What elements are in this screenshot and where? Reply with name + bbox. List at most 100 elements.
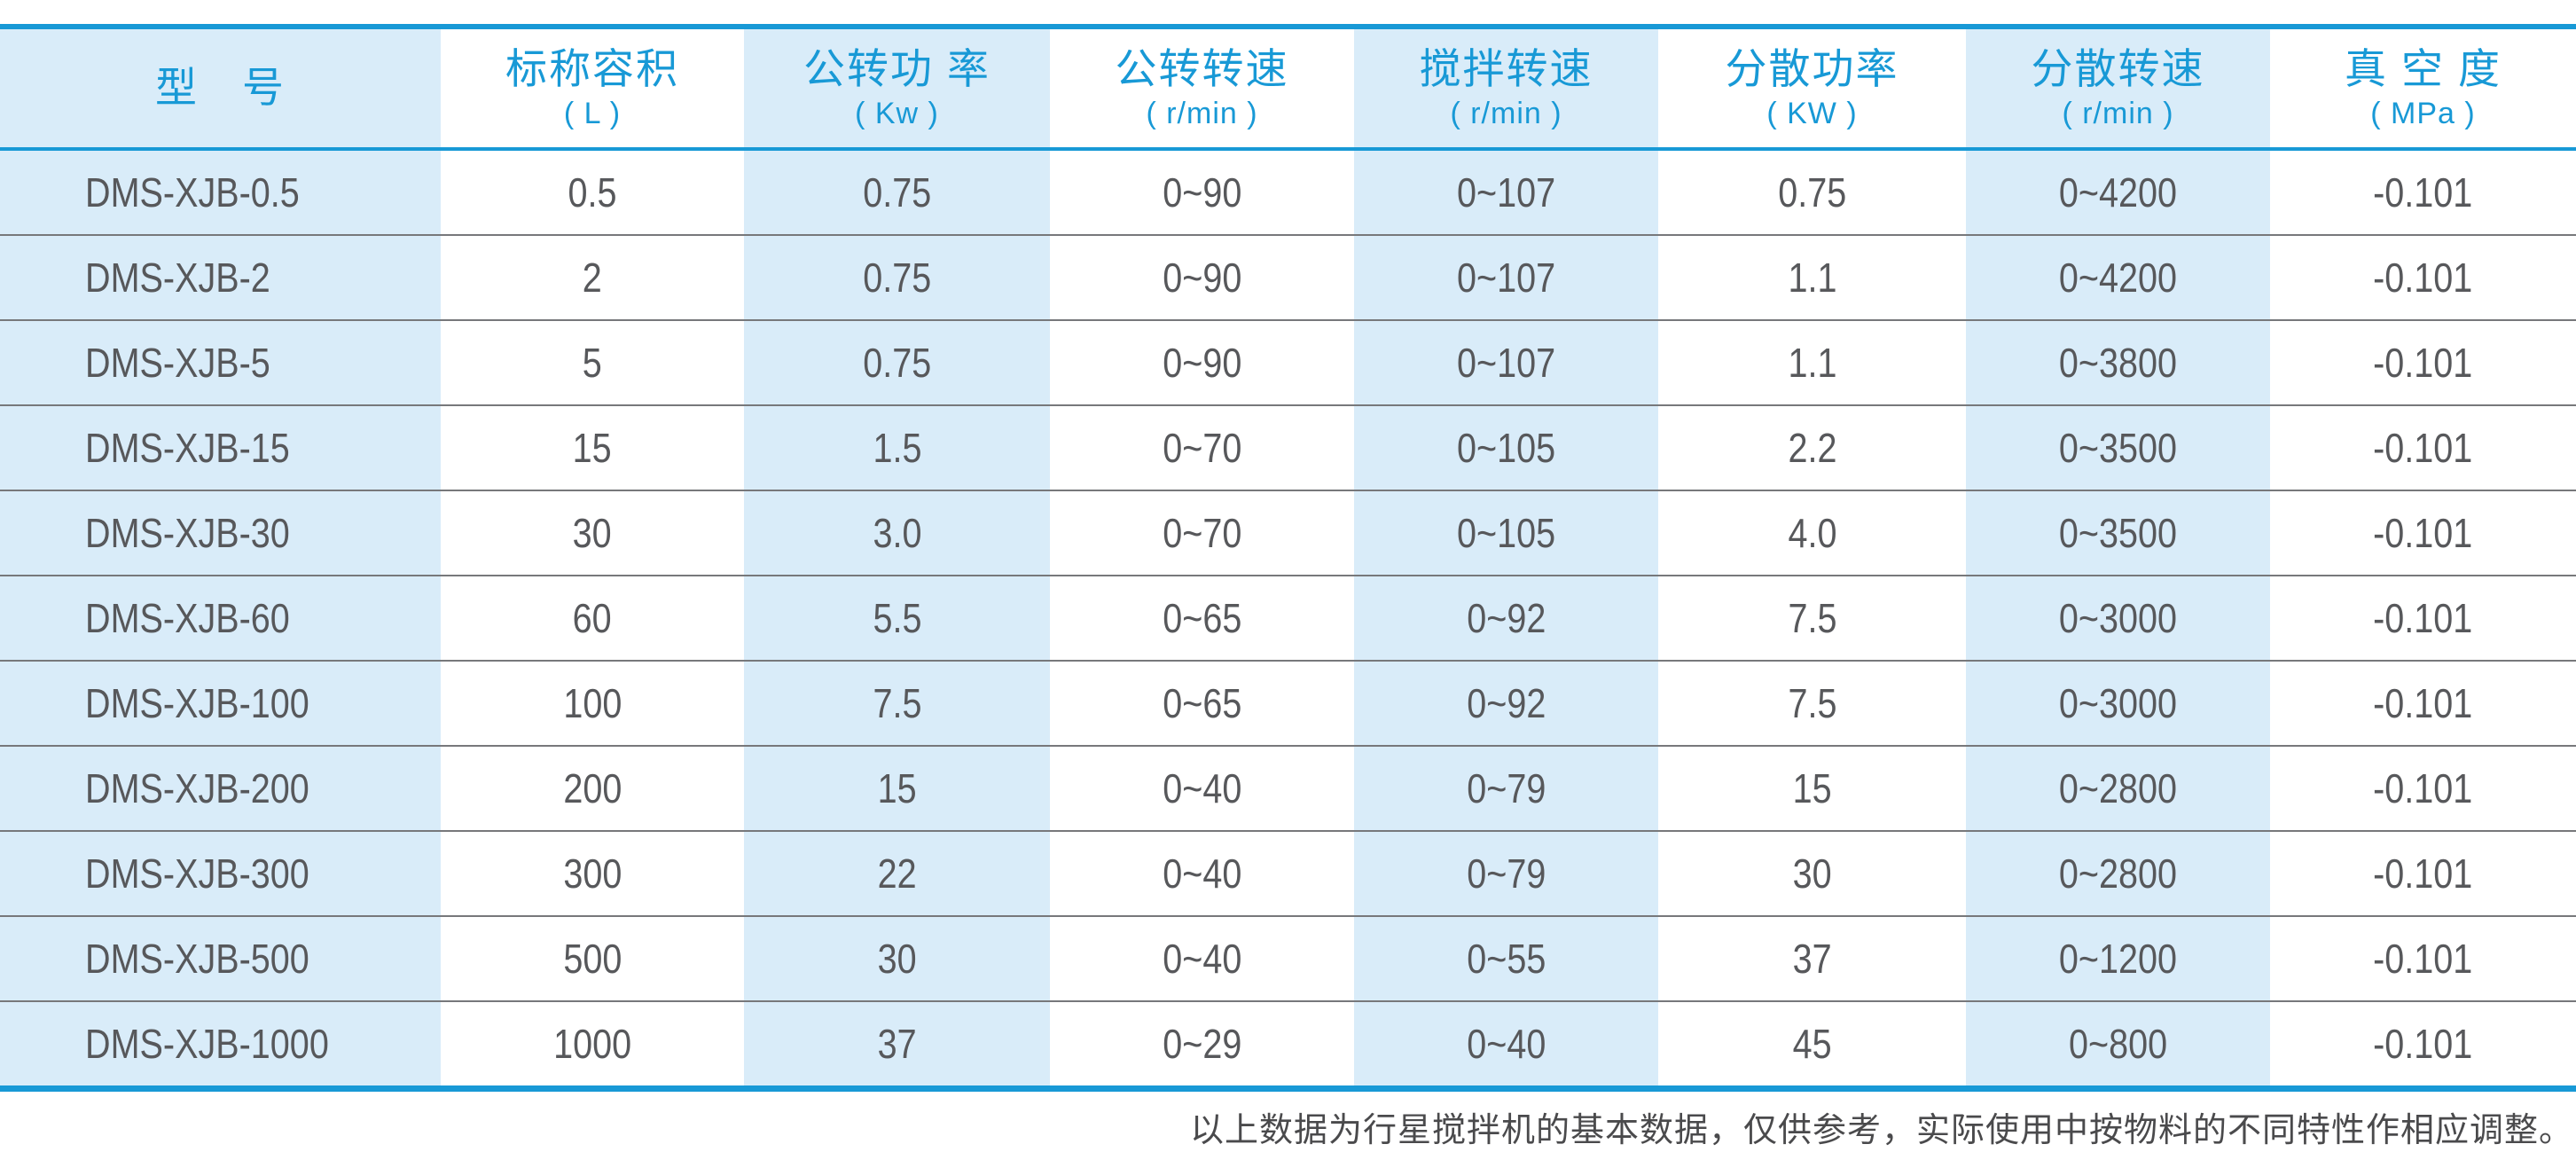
value-cell: 0~90 (1050, 234, 1354, 320)
model-cell: DMS-XJB-100 (0, 660, 441, 746)
cell-text: 30 (572, 510, 612, 556)
column-unit: ( r/min ) (2062, 97, 2174, 131)
value-cell: -0.101 (2270, 319, 2576, 405)
table-row-DMS-XJB-30: DMS-XJB-30 30 3.0 0~70 0~105 4.0 0~3500 -0.101 (0, 490, 2576, 576)
model-cell: DMS-XJB-1000 (0, 1000, 441, 1089)
cell-text: 0~92 (1466, 680, 1546, 726)
cell-text: DMS-XJB-200 (85, 765, 309, 811)
column-title: 真 空 度 (2344, 44, 2502, 92)
cell-text: 0~79 (1466, 850, 1546, 897)
model-cell: DMS-XJB-5 (0, 319, 441, 405)
value-cell: 300 (441, 830, 744, 916)
cell-text: 0~3500 (2058, 510, 2178, 556)
cell-text: DMS-XJB-2 (85, 255, 270, 301)
cell-text: 2 (582, 255, 603, 301)
value-cell: 1000 (441, 1000, 744, 1089)
table-row-DMS-XJB-60: DMS-XJB-60 60 5.5 0~65 0~92 7.5 0~3000 -0.101 (0, 575, 2576, 661)
table-row-DMS-XJB-500: DMS-XJB-500 500 30 0~40 0~55 37 0~1200 -0.101 (0, 915, 2576, 1001)
cell-text: DMS-XJB-500 (85, 936, 309, 982)
table-row-DMS-XJB-200: DMS-XJB-200 200 15 0~40 0~79 15 0~2800 -0.101 (0, 745, 2576, 831)
column-header-7: 真 空 度 ( MPa ) (2270, 27, 2576, 151)
value-cell: 0~1200 (1966, 915, 2270, 1001)
cell-text: DMS-XJB-300 (85, 850, 309, 897)
cell-text: 200 (562, 765, 622, 811)
footer-note: 以上数据为行星搅拌机的基本数据，仅供参考，实际使用中按物料的不同特性作相应调整。 (1189, 1112, 2573, 1149)
cell-text: 0~800 (2068, 1021, 2168, 1067)
value-cell: 0~79 (1354, 830, 1658, 916)
cell-text: 7.5 (1787, 595, 1836, 641)
cell-text: -0.101 (2373, 850, 2473, 897)
value-cell: 0~107 (1354, 319, 1658, 405)
value-cell: -0.101 (2270, 745, 2576, 831)
value-cell: 22 (744, 830, 1050, 916)
value-cell: 0.75 (744, 319, 1050, 405)
value-cell: 0~3500 (1966, 490, 2270, 576)
value-cell: 0~3500 (1966, 404, 2270, 490)
cell-text: 0~90 (1162, 340, 1242, 386)
column-header-3: 公转转速 ( r/min ) (1050, 27, 1354, 151)
value-cell: -0.101 (2270, 490, 2576, 576)
cell-text: 0.75 (863, 169, 931, 216)
cell-text: 0~3800 (2058, 340, 2178, 386)
cell-text: 5.5 (872, 595, 921, 641)
header-row: 型 号标称容积( L ) 公转功 率( Kw ) 公转转速( r/min ) 搅拌转速… (0, 27, 2576, 151)
cell-text: 0~90 (1162, 255, 1242, 301)
cell-text: -0.101 (2373, 1021, 2473, 1067)
value-cell: 500 (441, 915, 744, 1001)
value-cell: 7.5 (744, 660, 1050, 746)
cell-text: 0~40 (1162, 936, 1242, 982)
value-cell: 15 (1658, 745, 1966, 831)
value-cell: -0.101 (2270, 575, 2576, 661)
cell-text: 15 (572, 425, 612, 471)
cell-text: 0~3000 (2058, 595, 2178, 641)
cell-text: 0~65 (1162, 595, 1242, 641)
cell-text: 0~70 (1162, 510, 1242, 556)
cell-text: DMS-XJB-60 (85, 595, 290, 641)
model-cell: DMS-XJB-15 (0, 404, 441, 490)
model-cell: DMS-XJB-2 (0, 234, 441, 320)
cell-text: 0~105 (1456, 510, 1556, 556)
cell-text: DMS-XJB-5 (85, 340, 270, 386)
table-row-DMS-XJB-300: DMS-XJB-300 300 22 0~40 0~79 30 0~2800 -0.101 (0, 830, 2576, 916)
cell-text: 0~65 (1162, 680, 1242, 726)
cell-text: -0.101 (2373, 255, 2473, 301)
value-cell: 0~107 (1354, 149, 1658, 235)
column-unit: ( Kw ) (855, 97, 939, 131)
cell-text: 15 (877, 765, 917, 811)
value-cell: 0~65 (1050, 575, 1354, 661)
cell-text: DMS-XJB-30 (85, 510, 290, 556)
column-header-2: 公转功 率 ( Kw ) (744, 27, 1050, 151)
value-cell: 0~105 (1354, 490, 1658, 576)
cell-text: 0~4200 (2058, 169, 2178, 216)
cell-text: 1000 (552, 1021, 632, 1067)
cell-text: 0~107 (1456, 340, 1556, 386)
cell-text: -0.101 (2373, 765, 2473, 811)
spec-table: 型 号标称容积( L ) 公转功 率( Kw ) 公转转速( r/min ) 搅拌转速… (0, 24, 2576, 1092)
column-header-5: 分散功率 ( KW ) (1658, 27, 1966, 151)
value-cell: 0~4200 (1966, 149, 2270, 235)
cell-text: -0.101 (2373, 425, 2473, 471)
value-cell: 2 (441, 234, 744, 320)
model-cell: DMS-XJB-200 (0, 745, 441, 831)
value-cell: 0~92 (1354, 660, 1658, 746)
table-row-DMS-XJB-0.5: DMS-XJB-0.5 0.5 0.75 0~90 0~107 0.75 0~4200 -0.… (0, 149, 2576, 235)
value-cell: 37 (744, 1000, 1050, 1089)
column-unit: ( KW ) (1766, 97, 1858, 131)
column-unit: ( r/min ) (1146, 97, 1258, 131)
cell-text: 15 (1792, 765, 1832, 811)
cell-text: 0~4200 (2058, 255, 2178, 301)
value-cell: 0~2800 (1966, 830, 2270, 916)
value-cell: 0~40 (1050, 915, 1354, 1001)
value-cell: 15 (744, 745, 1050, 831)
value-cell: 0~92 (1354, 575, 1658, 661)
cell-text: 0~79 (1466, 765, 1546, 811)
model-cell: DMS-XJB-0.5 (0, 149, 441, 235)
column-unit: ( MPa ) (2370, 97, 2476, 131)
value-cell: 1.5 (744, 404, 1050, 490)
cell-text: 0~3500 (2058, 425, 2178, 471)
value-cell: -0.101 (2270, 149, 2576, 235)
value-cell: 0~3800 (1966, 319, 2270, 405)
value-cell: 0~40 (1354, 1000, 1658, 1089)
cell-text: -0.101 (2373, 595, 2473, 641)
